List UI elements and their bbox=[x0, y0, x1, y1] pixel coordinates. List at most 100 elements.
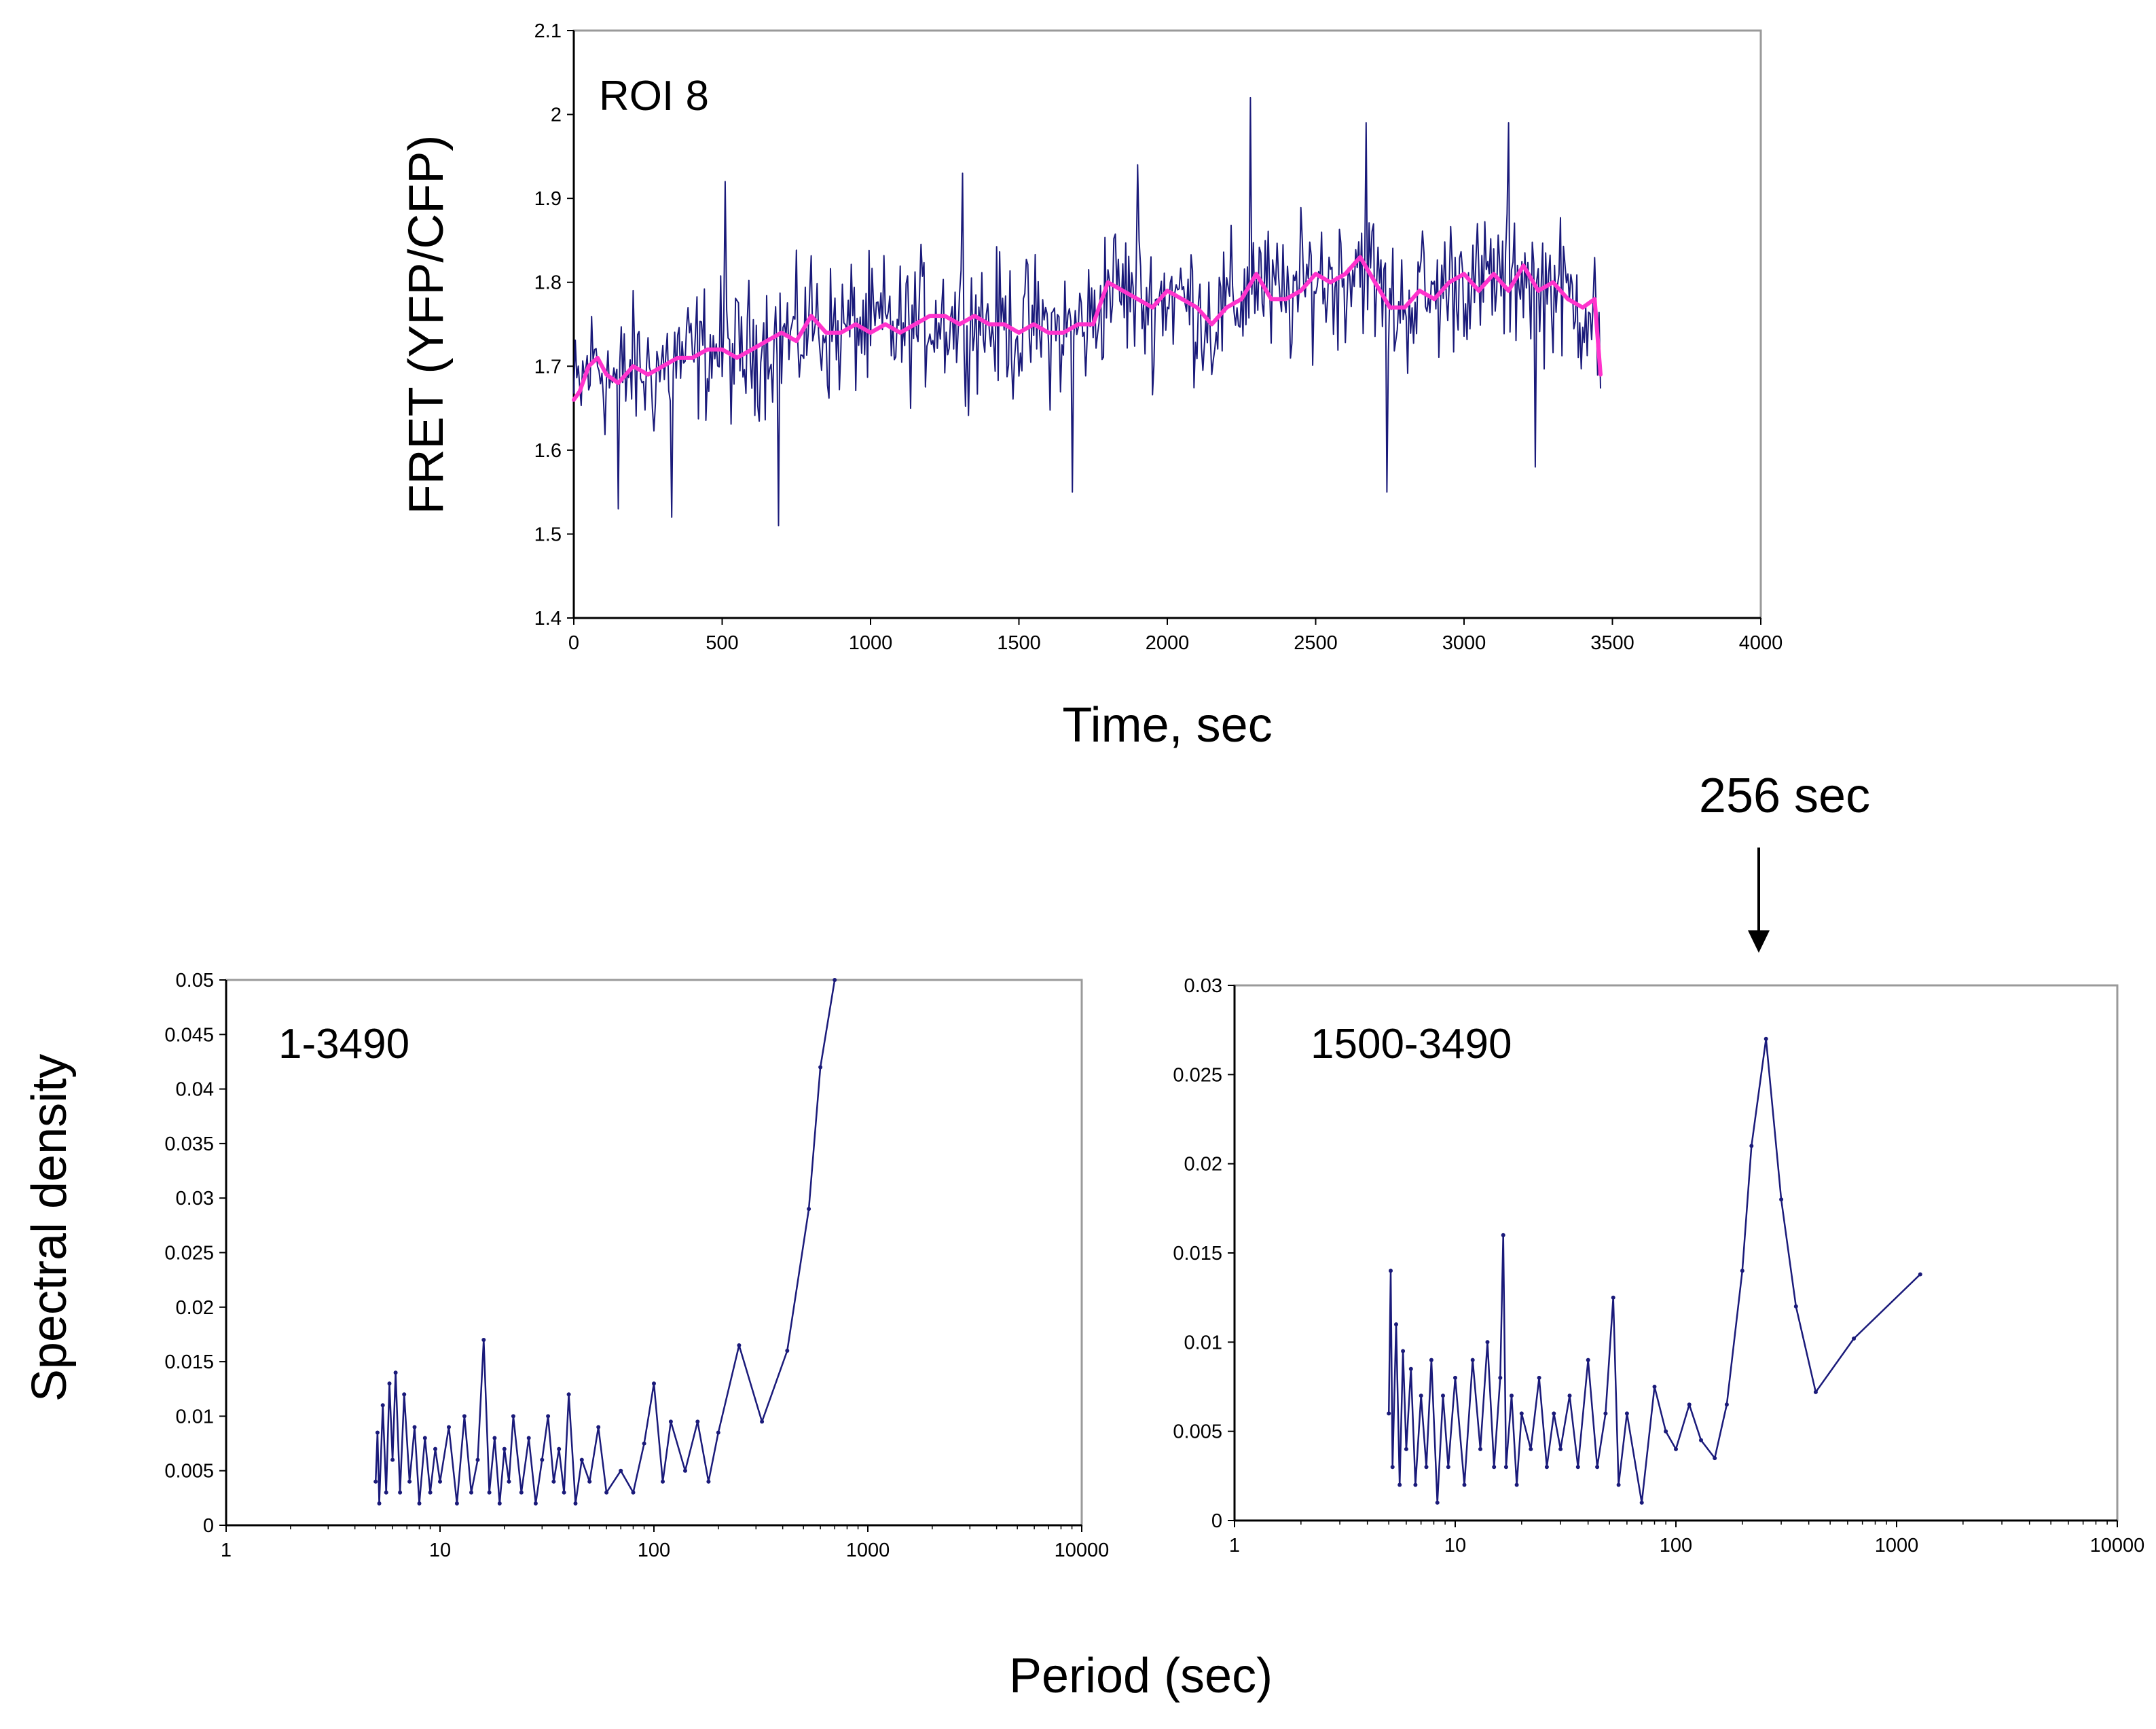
spec2-data-point bbox=[1492, 1465, 1497, 1470]
spec1-data-point bbox=[475, 1457, 480, 1462]
spec2-data-point bbox=[1514, 1482, 1519, 1487]
fret-x-tick-label: 2500 bbox=[1294, 632, 1338, 654]
fret-plot-frame bbox=[572, 29, 1762, 619]
spec2-data-point bbox=[1639, 1500, 1644, 1505]
fret-x-axis-title: Time, sec bbox=[1062, 698, 1272, 752]
spec1-data-point bbox=[540, 1457, 545, 1462]
spec1-data-point bbox=[412, 1425, 417, 1430]
spec2-data-point bbox=[1424, 1465, 1429, 1470]
spec2-data-point bbox=[1435, 1500, 1440, 1505]
spec2-data-point bbox=[1389, 1269, 1393, 1273]
spec1-data-point bbox=[533, 1501, 538, 1506]
fret-panel-label: ROI 8 bbox=[599, 73, 709, 120]
spec1-y-tick-label: 0.01 bbox=[176, 1406, 214, 1427]
spec1-x-tick-label: 10000 bbox=[1055, 1540, 1110, 1561]
spec2-data-point bbox=[1740, 1269, 1744, 1273]
spec2-data-point bbox=[1567, 1394, 1572, 1398]
spec1-data-point bbox=[511, 1414, 515, 1419]
spec2-data-point bbox=[1918, 1272, 1922, 1277]
spec1-spectrum-line bbox=[374, 979, 836, 1505]
spectrum-1-series bbox=[373, 978, 837, 1506]
spec2-x-tick-label: 10 bbox=[1444, 1535, 1466, 1557]
spec1-data-point bbox=[706, 1479, 711, 1484]
spec2-data-point bbox=[1394, 1322, 1398, 1327]
spec2-data-point bbox=[1652, 1385, 1657, 1389]
spec1-y-tick-label: 0.035 bbox=[164, 1133, 214, 1155]
spec1-y-tick-label: 0 bbox=[203, 1515, 214, 1537]
spec1-data-point bbox=[716, 1430, 720, 1435]
spec1-data-point bbox=[587, 1479, 592, 1484]
spec1-data-point bbox=[481, 1338, 486, 1342]
spec2-data-point bbox=[1529, 1446, 1533, 1451]
spec2-data-point bbox=[1687, 1402, 1692, 1407]
spec2-y-tick-label: 0.015 bbox=[1173, 1243, 1222, 1264]
spec1-data-point bbox=[377, 1501, 382, 1506]
spec2-data-point bbox=[1779, 1197, 1784, 1202]
spec2-data-point bbox=[1674, 1446, 1678, 1451]
spec1-data-point bbox=[785, 1349, 790, 1353]
spec2-data-point bbox=[1749, 1144, 1754, 1148]
spec1-y-tick-label: 0.025 bbox=[164, 1243, 214, 1264]
spec1-data-point bbox=[695, 1419, 700, 1424]
spec2-spectrum-line bbox=[1387, 1038, 1921, 1504]
spec2-data-point bbox=[1586, 1358, 1590, 1362]
fret-y-tick-label: 2 bbox=[551, 105, 562, 126]
spectrum-2-panel: 1 10 100 1000 10000 0 0.005 0.01 0.015 0.02 0.025 0… bbox=[1173, 975, 2144, 1557]
spec2-data-point bbox=[1485, 1340, 1490, 1345]
spectrum-2-panel-label: 1500-3490 bbox=[1311, 1021, 1512, 1068]
spec1-data-point bbox=[573, 1501, 578, 1506]
spectrum-1-panel-label: 1-3490 bbox=[278, 1021, 409, 1068]
spec1-data-point bbox=[438, 1479, 442, 1484]
spec1-data-point bbox=[760, 1419, 765, 1424]
spec1-data-point bbox=[551, 1479, 556, 1484]
spec1-data-point bbox=[507, 1479, 511, 1484]
spec2-y-tick-label: 0 bbox=[1211, 1510, 1222, 1532]
spec1-data-point bbox=[433, 1446, 437, 1451]
fret-y-tick-label: 1.5 bbox=[534, 524, 562, 545]
spec1-data-point bbox=[596, 1425, 601, 1430]
spec2-data-point bbox=[1558, 1446, 1563, 1451]
spec1-data-point bbox=[422, 1436, 427, 1440]
spec1-data-point bbox=[375, 1430, 380, 1435]
spec2-data-point bbox=[1603, 1411, 1608, 1416]
fret-y-tick-label: 1.6 bbox=[534, 440, 562, 462]
spec2-data-point bbox=[1537, 1375, 1541, 1380]
spec1-data-point bbox=[407, 1479, 412, 1484]
peak-annotation-label: 256 sec bbox=[1699, 769, 1870, 823]
spec1-data-point bbox=[579, 1457, 584, 1462]
spec2-y-tick-label: 0.01 bbox=[1184, 1332, 1222, 1353]
fret-x-tick-label: 0 bbox=[568, 632, 579, 654]
spec2-data-point bbox=[1470, 1358, 1475, 1362]
spec1-data-point bbox=[566, 1392, 571, 1397]
spectrum-1-panel: 1 10 100 1000 10000 0 0.005 0.01 0.015 0.02 0.025 0… bbox=[164, 970, 1109, 1561]
spec1-data-point bbox=[737, 1343, 742, 1347]
fret-y-tick-label: 2.1 bbox=[534, 20, 562, 42]
spec1-data-point bbox=[497, 1501, 502, 1506]
fret-y-tick-label: 1.4 bbox=[534, 608, 562, 630]
spec2-data-point bbox=[1519, 1411, 1524, 1416]
fret-x-tick-label: 1500 bbox=[997, 632, 1041, 654]
spec1-data-point bbox=[631, 1490, 636, 1495]
spec1-data-point bbox=[492, 1436, 497, 1440]
spec1-data-point bbox=[526, 1436, 531, 1440]
spec1-data-point bbox=[387, 1381, 392, 1386]
spec1-data-point bbox=[384, 1490, 388, 1495]
spec2-y-tick-label: 0.025 bbox=[1173, 1064, 1222, 1086]
period-axis-title: Period (sec) bbox=[1009, 1649, 1273, 1703]
spec1-data-point bbox=[519, 1490, 524, 1495]
spec2-data-point bbox=[1544, 1465, 1549, 1470]
spec1-data-point bbox=[390, 1457, 395, 1462]
spec1-data-point bbox=[642, 1441, 646, 1446]
fret-x-tick-label: 1000 bbox=[849, 632, 893, 654]
spec2-data-point bbox=[1429, 1358, 1433, 1362]
spectrum-2-ticks: 1 10 100 1000 10000 0 0.005 0.01 0.015 0.02 0.025 0… bbox=[1173, 975, 2144, 1557]
spec2-data-point bbox=[1419, 1394, 1423, 1398]
spec1-x-tick-label: 10 bbox=[429, 1540, 451, 1561]
fret-y-tick-label: 1.8 bbox=[534, 272, 562, 294]
spec1-data-point bbox=[502, 1446, 507, 1451]
fret-y-axis-title: FRET (YFP/CFP) bbox=[399, 135, 454, 515]
spec2-y-tick-label: 0.03 bbox=[1184, 975, 1222, 997]
spec1-y-tick-label: 0.045 bbox=[164, 1024, 214, 1046]
spec1-y-tick-label: 0.02 bbox=[176, 1297, 214, 1319]
fret-x-tick-label: 4000 bbox=[1739, 632, 1783, 654]
